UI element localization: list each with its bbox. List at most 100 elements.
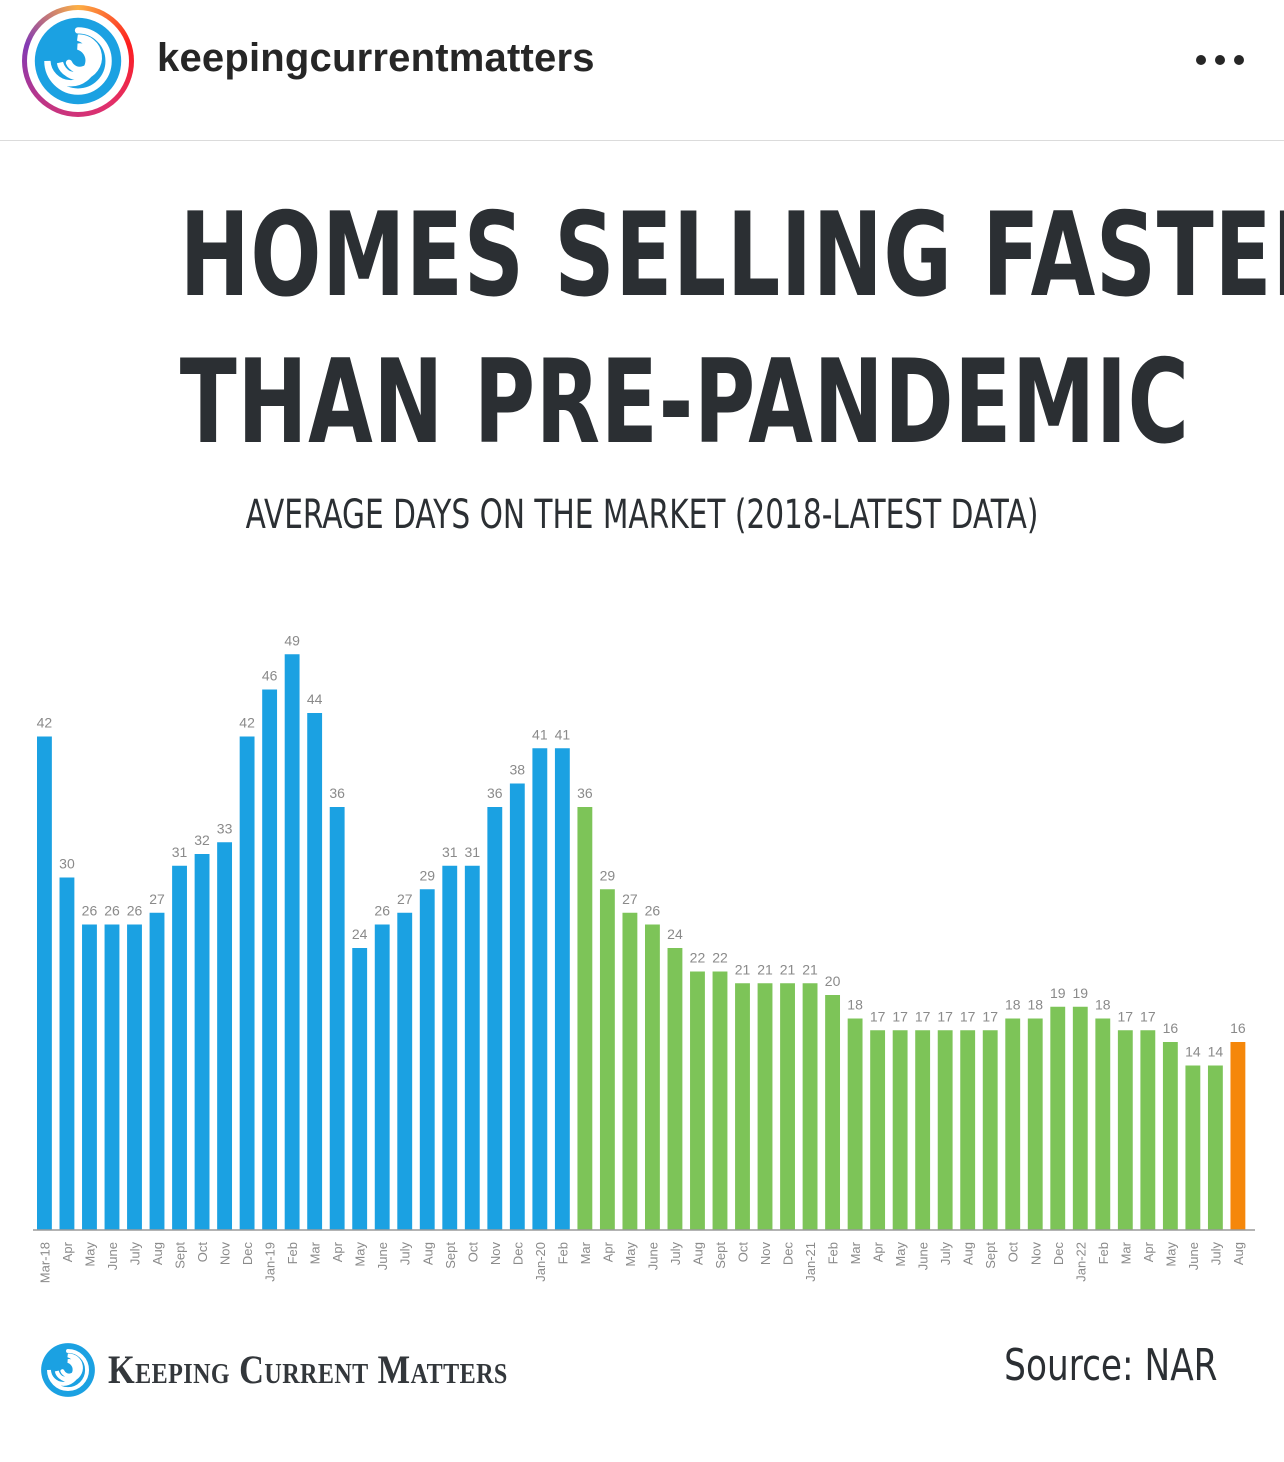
bar-3 xyxy=(104,924,120,1230)
data-label-2: 26 xyxy=(82,903,98,919)
data-label-27: 26 xyxy=(645,903,661,919)
data-label-46: 19 xyxy=(1072,985,1088,1001)
x-tick-label-38: May xyxy=(893,1242,908,1267)
data-label-9: 42 xyxy=(239,715,255,731)
x-tick-label-12: Mar xyxy=(308,1241,323,1264)
data-label-6: 31 xyxy=(172,844,188,860)
x-tick-label-47: Feb xyxy=(1096,1242,1111,1264)
x-tick-label-26: May xyxy=(623,1242,638,1267)
data-label-43: 18 xyxy=(1005,997,1021,1013)
bar-39 xyxy=(915,1030,931,1230)
data-label-4: 26 xyxy=(127,903,143,919)
x-tick-label-31: Oct xyxy=(736,1242,751,1263)
x-tick-label-1: Apr xyxy=(60,1241,75,1262)
bar-34 xyxy=(802,983,818,1230)
bar-2 xyxy=(82,924,97,1230)
bar-28 xyxy=(667,948,683,1230)
x-tick-label-18: Sept xyxy=(443,1242,458,1269)
bar-41 xyxy=(960,1030,976,1230)
data-label-53: 16 xyxy=(1230,1020,1246,1036)
data-label-34: 21 xyxy=(802,961,818,977)
x-tick-label-9: Dec xyxy=(240,1242,255,1266)
data-label-41: 17 xyxy=(960,1008,976,1024)
data-label-11: 49 xyxy=(284,632,300,648)
chart-subtitle: AVERAGE DAYS ON THE MARKET (2018-LATEST … xyxy=(245,492,1039,538)
bar-6 xyxy=(172,865,187,1230)
x-tick-label-40: July xyxy=(938,1242,953,1266)
bar-46 xyxy=(1072,1006,1088,1230)
data-label-47: 18 xyxy=(1095,997,1111,1013)
swirl-logo-icon xyxy=(34,17,122,105)
data-label-15: 26 xyxy=(374,903,390,919)
x-tick-label-35: Feb xyxy=(826,1242,841,1264)
data-label-30: 22 xyxy=(712,950,728,966)
bar-9 xyxy=(239,736,255,1230)
data-label-32: 21 xyxy=(757,961,773,977)
x-tick-label-39: June xyxy=(916,1242,931,1270)
bar-19 xyxy=(464,865,480,1230)
x-tick-label-43: Oct xyxy=(1006,1242,1021,1263)
x-tick-label-36: Mar xyxy=(848,1241,863,1264)
more-options-icon[interactable] xyxy=(1192,34,1248,84)
x-tick-label-32: Nov xyxy=(758,1242,773,1266)
data-label-35: 20 xyxy=(825,973,841,989)
bar-38 xyxy=(892,1030,908,1230)
data-label-19: 31 xyxy=(464,844,480,860)
data-label-20: 36 xyxy=(487,785,503,801)
x-tick-label-5: Aug xyxy=(150,1242,165,1265)
x-tick-label-41: Aug xyxy=(961,1242,976,1265)
data-label-50: 16 xyxy=(1163,1020,1179,1036)
data-label-33: 21 xyxy=(780,961,796,977)
data-label-14: 24 xyxy=(352,926,368,942)
bar-49 xyxy=(1140,1030,1156,1230)
data-label-10: 46 xyxy=(262,668,278,684)
data-label-21: 38 xyxy=(510,762,526,778)
bar-42 xyxy=(982,1030,998,1230)
x-tick-label-50: May xyxy=(1163,1242,1178,1267)
bar-26 xyxy=(622,912,638,1230)
x-tick-label-14: May xyxy=(353,1242,368,1267)
x-tick-label-51: June xyxy=(1186,1242,1201,1270)
data-label-23: 41 xyxy=(555,726,571,742)
bar-48 xyxy=(1117,1030,1133,1230)
data-label-49: 17 xyxy=(1140,1008,1156,1024)
bar-10 xyxy=(262,689,278,1230)
data-label-36: 18 xyxy=(847,997,863,1013)
x-tick-label-17: Aug xyxy=(420,1242,435,1265)
data-label-13: 36 xyxy=(329,785,345,801)
data-label-24: 36 xyxy=(577,785,593,801)
x-tick-label-25: Apr xyxy=(600,1241,615,1262)
username[interactable]: keepingcurrentmatters xyxy=(157,36,595,80)
bar-47 xyxy=(1095,1018,1111,1230)
data-label-12: 44 xyxy=(307,691,323,707)
post-header: keepingcurrentmatters xyxy=(0,0,1284,141)
data-label-37: 17 xyxy=(870,1008,886,1024)
x-tick-label-42: Sept xyxy=(983,1242,998,1269)
x-tick-label-4: July xyxy=(128,1242,143,1266)
x-tick-label-22: Jan-20 xyxy=(533,1242,548,1282)
bar-36 xyxy=(847,1018,863,1230)
bar-23 xyxy=(554,748,570,1230)
swirl-logo-icon xyxy=(41,1343,95,1397)
avatar[interactable] xyxy=(22,5,134,117)
data-label-26: 27 xyxy=(622,891,638,907)
bar-5 xyxy=(149,912,165,1230)
data-label-39: 17 xyxy=(915,1008,931,1024)
x-tick-label-30: Sept xyxy=(713,1242,728,1269)
chart-title-line-2: THAN PRE-PANDEMIC xyxy=(179,335,1190,470)
x-tick-label-6: Sept xyxy=(173,1242,188,1269)
x-tick-label-23: Feb xyxy=(555,1242,570,1264)
brand-name: Keeping Current Matters xyxy=(108,1347,508,1392)
data-label-18: 31 xyxy=(442,844,458,860)
bar-37 xyxy=(870,1030,886,1230)
bar-20 xyxy=(487,807,503,1230)
bar-33 xyxy=(780,983,795,1230)
bar-18 xyxy=(442,865,458,1230)
source-note: Source: NAR xyxy=(1004,1340,1218,1391)
x-tick-label-2: May xyxy=(82,1242,97,1267)
data-label-25: 29 xyxy=(600,867,616,883)
x-tick-label-20: Nov xyxy=(488,1242,503,1266)
x-tick-label-21: Dec xyxy=(510,1242,525,1266)
x-tick-label-15: June xyxy=(375,1242,390,1270)
data-label-17: 29 xyxy=(419,867,435,883)
